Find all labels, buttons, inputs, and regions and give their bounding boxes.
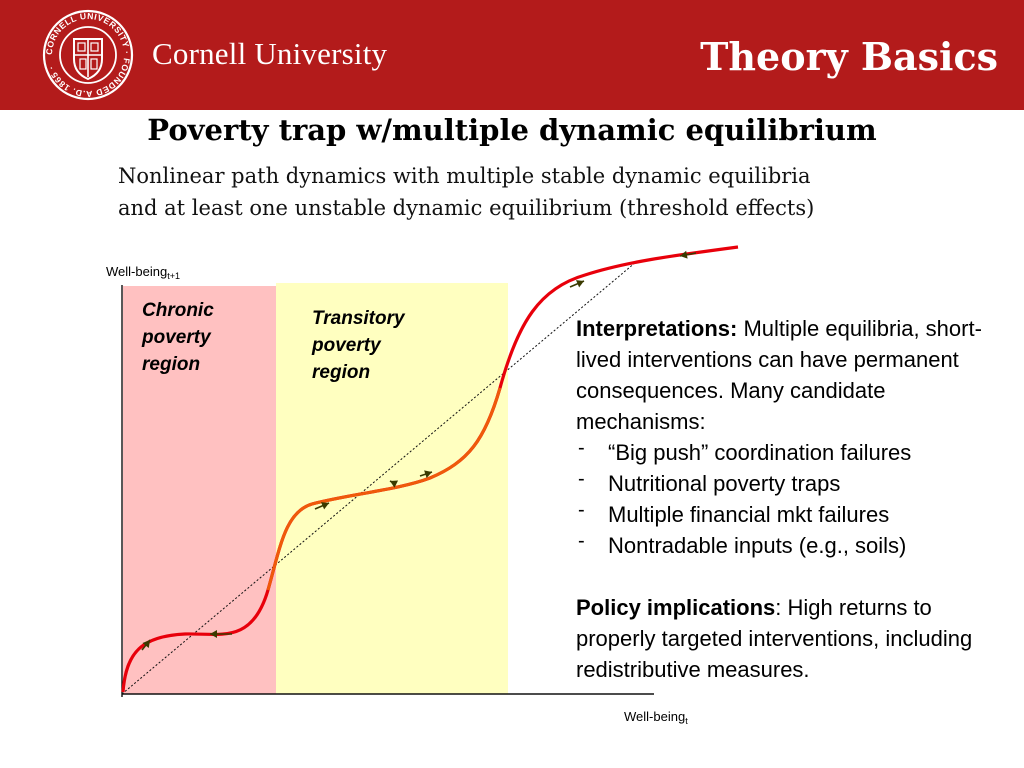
list-item: - Nutritional poverty traps bbox=[576, 468, 1006, 499]
flow-arrow-head bbox=[142, 640, 150, 648]
mechanism-list: - “Big push” coordination failures - Nutri… bbox=[576, 437, 1006, 561]
list-item: - “Big push” coordination failures bbox=[576, 437, 1006, 468]
interpretations-panel: Interpretations: Multiple equilibria, sh… bbox=[576, 313, 1006, 685]
x-axis-label: Well-beingt bbox=[624, 709, 688, 726]
flow-arrows bbox=[141, 250, 697, 651]
flow-arrow-head bbox=[424, 470, 432, 479]
chronic-poverty-region bbox=[123, 286, 276, 694]
interpretations-paragraph: Interpretations: Multiple equilibria, sh… bbox=[576, 313, 1006, 437]
list-item-text: Multiple financial mkt failures bbox=[608, 502, 890, 527]
paragraph-spacer bbox=[576, 561, 1006, 592]
flow-arrow-head bbox=[320, 502, 329, 510]
policy-paragraph: Policy implications: High returns to pro… bbox=[576, 592, 1006, 685]
bullet-marker: - bbox=[578, 468, 585, 490]
subtitle-line-1: Nonlinear path dynamics with multiple st… bbox=[118, 164, 811, 188]
flow-arrow-head bbox=[680, 250, 688, 259]
flow-arrow-head bbox=[390, 480, 399, 488]
university-wordmark: Cornell University bbox=[152, 36, 388, 71]
flow-arrow-head bbox=[210, 630, 217, 638]
subtitle-line-2: and at least one unstable dynamic equili… bbox=[118, 196, 815, 220]
dynamics-curve-midsegment bbox=[266, 387, 502, 591]
y-axis-label-subscript: t+1 bbox=[167, 271, 180, 281]
slide-subtitle: Nonlinear path dynamics with multiple st… bbox=[118, 160, 938, 224]
y-axis-label: Well-beingt+1 bbox=[106, 264, 180, 281]
x-axis-label-text: Well-being bbox=[624, 709, 686, 724]
policy-heading: Policy implications bbox=[576, 595, 776, 620]
bullet-marker: - bbox=[578, 437, 585, 459]
transitory-region-label: Transitory poverty region bbox=[312, 308, 405, 383]
list-item: - Multiple financial mkt failures bbox=[576, 499, 1006, 530]
x-axis-label-subscript: t bbox=[685, 716, 688, 726]
bullet-marker: - bbox=[578, 530, 585, 552]
y-axis-label-text: Well-being bbox=[106, 264, 168, 279]
cornell-seal-logo: CORNELL UNIVERSITY · FOUNDED A.D. 1865 · bbox=[42, 9, 134, 101]
slide-title: Poverty trap w/multiple dynamic equilibr… bbox=[147, 113, 877, 147]
flow-arrow-head bbox=[575, 280, 584, 288]
list-item: - Nontradable inputs (e.g., soils) bbox=[576, 530, 1006, 561]
policy-text: : High returns to properly targeted inte… bbox=[576, 595, 973, 682]
list-item-text: “Big push” coordination failures bbox=[608, 440, 912, 465]
list-item-text: Nutritional poverty traps bbox=[608, 471, 841, 496]
interpretations-heading: Interpretations: bbox=[576, 316, 738, 341]
list-item-text: Nontradable inputs (e.g., soils) bbox=[608, 533, 907, 558]
chronic-region-label: Chronic poverty region bbox=[142, 300, 214, 375]
interpretations-text: Multiple equilibria, short-lived interve… bbox=[576, 316, 982, 434]
header-bar: CORNELL UNIVERSITY · FOUNDED A.D. 1865 ·… bbox=[0, 0, 1024, 110]
section-title: Theory Basics bbox=[700, 34, 998, 79]
bullet-marker: - bbox=[578, 499, 585, 521]
